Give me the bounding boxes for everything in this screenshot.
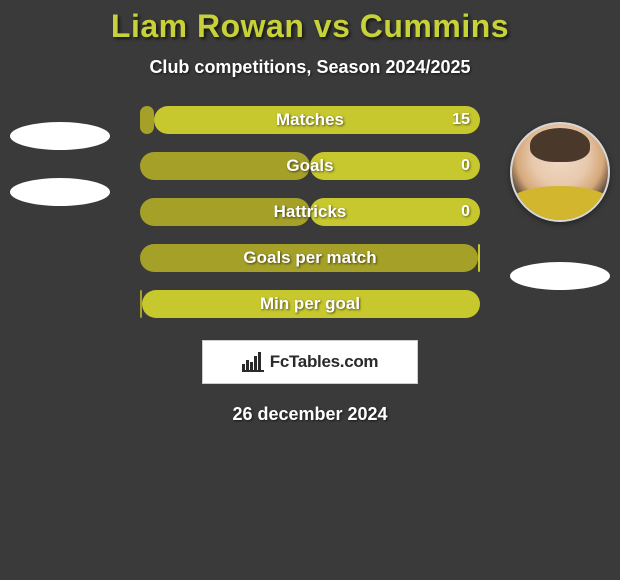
avatar-placeholder [10, 122, 110, 150]
stat-bar-row: Hattricks0 [140, 198, 480, 226]
avatar-placeholder [510, 262, 610, 290]
bar-chart-icon [242, 352, 264, 372]
player-left-column [10, 122, 110, 206]
comparison-widget: Liam Rowan vs Cummins Club competitions,… [0, 0, 620, 425]
stat-bar-left [140, 198, 310, 226]
stat-bar-value-right: 0 [461, 152, 470, 180]
stat-bar-row: Min per goal [140, 290, 480, 318]
stat-bar-row: Goals per match [140, 244, 480, 272]
stat-bar-right [142, 290, 480, 318]
stat-bar-value-right: 15 [452, 106, 470, 134]
stat-bar-row: Matches15 [140, 106, 480, 134]
page-subtitle: Club competitions, Season 2024/2025 [0, 57, 620, 78]
stat-bar-left [140, 106, 154, 134]
stat-bar-right [310, 198, 480, 226]
page-title: Liam Rowan vs Cummins [0, 8, 620, 45]
branding-logo[interactable]: FcTables.com [202, 340, 418, 384]
avatar [510, 122, 610, 222]
stat-bar-row: Goals0 [140, 152, 480, 180]
stat-bars: Matches15 Goals0 Hattricks0 Goals per match… [140, 106, 480, 318]
player-right-column [510, 122, 610, 290]
stat-bar-value-right: 0 [461, 198, 470, 226]
footer-date: 26 december 2024 [0, 404, 620, 425]
stat-bar-left [140, 152, 310, 180]
logo-text: FcTables.com [270, 352, 379, 372]
stat-bar-right [310, 152, 480, 180]
stat-bar-left [140, 244, 478, 272]
stat-bar-right [478, 244, 480, 272]
stat-bar-right [154, 106, 480, 134]
avatar-placeholder [10, 178, 110, 206]
